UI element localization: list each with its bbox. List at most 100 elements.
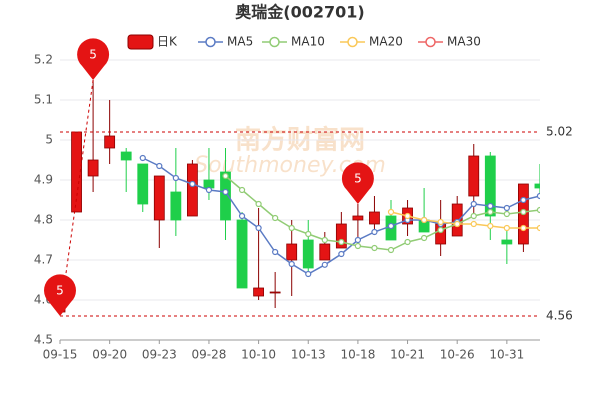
- marker-label: 5: [56, 284, 64, 298]
- candle-body: [369, 211, 380, 225]
- y-tick-label: 5.1: [34, 93, 53, 107]
- ma-point: [536, 206, 540, 214]
- ma-point: [470, 200, 477, 208]
- ma-point: [338, 250, 345, 258]
- ma-point: [189, 180, 196, 188]
- x-tick-label: 10-13: [291, 348, 326, 362]
- candle-body: [302, 239, 314, 269]
- ma-point: [156, 162, 163, 170]
- marker-label: 5: [89, 48, 97, 62]
- candle-body: [319, 243, 331, 261]
- ma-point: [172, 174, 179, 182]
- x-tick-label: 09-28: [192, 348, 227, 362]
- marker-label: 5: [354, 172, 362, 186]
- x-tick-label: 10-10: [241, 348, 276, 362]
- ma-point: [487, 202, 494, 210]
- candle-body: [534, 183, 540, 189]
- ma-point: [470, 220, 477, 228]
- y-tick-label: 4.9: [34, 173, 53, 187]
- ma-point: [503, 224, 510, 232]
- candle-body: [484, 155, 496, 217]
- legend-swatch: [425, 36, 436, 48]
- candle-body: [253, 287, 265, 297]
- ma-point: [272, 248, 279, 256]
- ma-point: [421, 234, 428, 242]
- ma-point: [338, 238, 345, 246]
- x-tick-label: 10-31: [489, 348, 524, 362]
- legend-label: MA10: [291, 35, 325, 49]
- ma-point: [503, 204, 510, 212]
- ma-point: [238, 212, 246, 220]
- candle-body: [71, 131, 82, 213]
- y-tick-label: 5.2: [34, 53, 53, 67]
- x-tick-label: 09-15: [43, 348, 78, 362]
- ma-point: [387, 208, 395, 216]
- x-tick-label: 09-23: [142, 348, 177, 362]
- ma-point: [470, 212, 477, 220]
- candle-body: [220, 171, 231, 221]
- legend-label: MA5: [227, 35, 253, 49]
- candle-body: [352, 215, 364, 221]
- candle-body: [236, 219, 248, 289]
- candle-body: [286, 243, 298, 261]
- ma-point: [288, 260, 295, 268]
- candle-body: [104, 135, 116, 149]
- ma-point: [139, 154, 146, 162]
- ma-point: [404, 238, 411, 246]
- legend-swatch: [127, 34, 154, 50]
- ma-point: [255, 224, 262, 232]
- marker-pin: [44, 274, 77, 316]
- ma-point: [503, 210, 510, 218]
- ma-point: [371, 244, 378, 252]
- ma-point: [536, 224, 540, 232]
- ma-point: [371, 228, 378, 236]
- plot-area: [60, 80, 540, 316]
- candle-body: [87, 159, 99, 177]
- reference-label: 5.02: [546, 125, 573, 139]
- candle-body: [170, 191, 182, 221]
- ma-point: [255, 200, 262, 208]
- candle-body: [153, 175, 165, 221]
- legend-label: 日K: [157, 35, 178, 49]
- marker-pin: [341, 162, 374, 204]
- chart-title: 奥瑞金(002701): [235, 3, 364, 22]
- candle-body: [501, 239, 513, 245]
- reference-label: 4.56: [546, 309, 573, 323]
- ma-point: [238, 186, 246, 194]
- candle-body: [335, 223, 347, 249]
- legend-label: MA20: [369, 35, 403, 49]
- y-tick-label: 4.5: [34, 333, 53, 347]
- ma-line: [390, 211, 540, 229]
- x-tick-label: 09-20: [92, 348, 127, 362]
- ma-point: [421, 216, 428, 224]
- candle-body: [120, 151, 132, 161]
- ma-point: [437, 218, 444, 226]
- candle-body: [137, 163, 149, 205]
- x-tick-label: 10-26: [440, 348, 475, 362]
- marker-pin: [77, 38, 110, 80]
- ma-point: [487, 222, 494, 230]
- candle-body: [203, 179, 215, 189]
- candle-body: [186, 163, 198, 217]
- legend: 日K MA5 MA10 MA20 MA30: [127, 34, 481, 50]
- ma-point: [305, 270, 312, 278]
- ma-point: [222, 188, 229, 196]
- ma-point: [321, 261, 328, 268]
- ma-point: [305, 230, 312, 238]
- ma-point: [354, 242, 361, 250]
- ma-point: [404, 212, 411, 220]
- ma-point: [205, 186, 213, 194]
- legend-swatch: [347, 36, 358, 48]
- legend-label: MA30: [447, 35, 481, 49]
- ma-point: [536, 192, 540, 200]
- ma-point: [321, 236, 328, 244]
- ma-point: [387, 246, 395, 254]
- ma-point: [288, 224, 295, 232]
- x-tick-label: 10-21: [390, 348, 425, 362]
- y-tick-label: 5: [45, 133, 53, 147]
- x-tick-label: 10-18: [340, 348, 375, 362]
- ma-point: [387, 222, 395, 230]
- candle-body: [468, 155, 480, 197]
- legend-swatch: [269, 36, 280, 48]
